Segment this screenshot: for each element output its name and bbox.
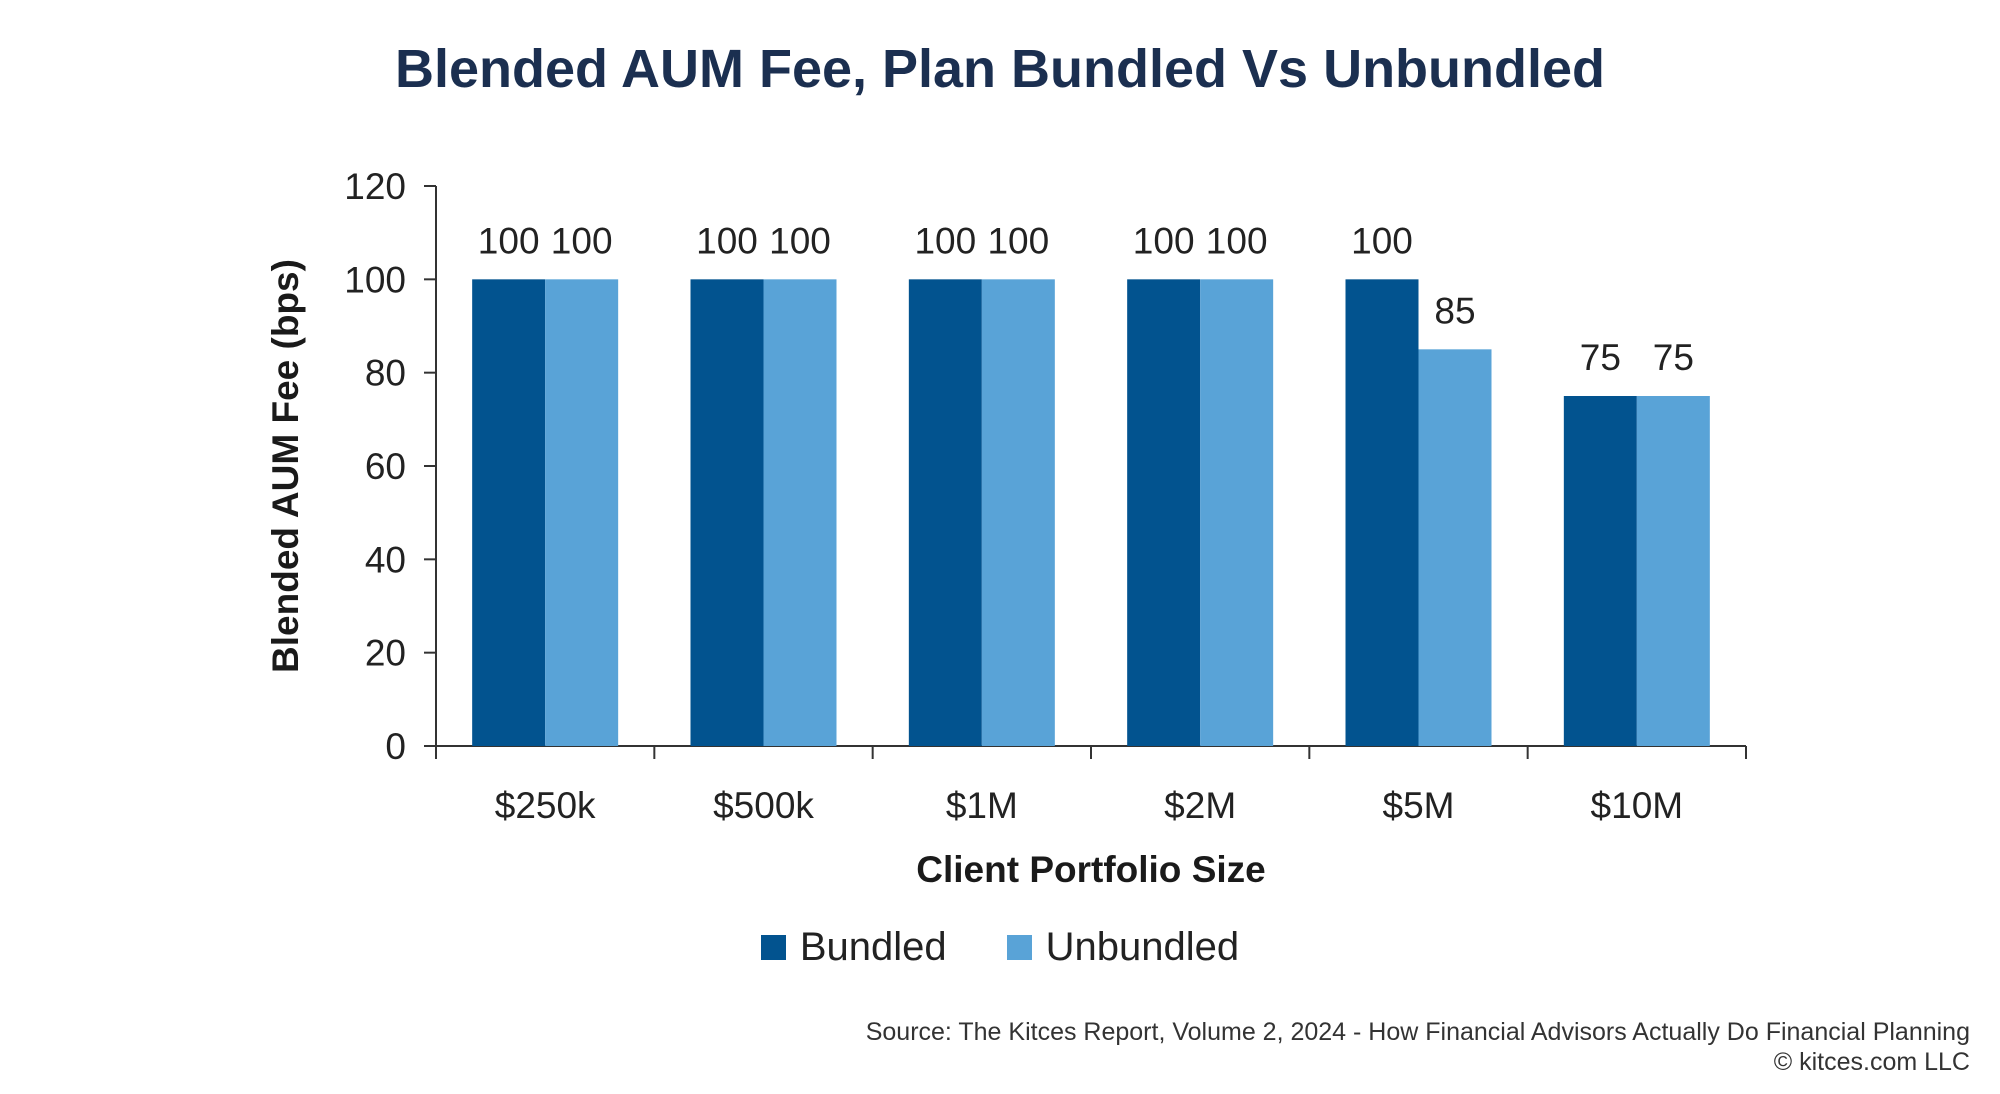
bar-unbundled: [981, 279, 1055, 746]
bar-unbundled: [763, 279, 837, 746]
bar-unbundled: [1200, 279, 1274, 746]
data-label: 75: [1653, 337, 1694, 378]
copyright-text: © kitces.com LLC: [1773, 1048, 1970, 1076]
data-label: 100: [914, 220, 976, 261]
x-tick-label: $10M: [1591, 785, 1684, 826]
x-tick-label: $500k: [713, 785, 814, 826]
y-tick-label: 120: [344, 166, 406, 207]
data-label: 100: [1133, 220, 1195, 261]
legend-item-bundled: Bundled: [760, 925, 947, 970]
bar-bundled: [472, 279, 546, 746]
bar-bundled: [1563, 396, 1637, 746]
legend: Bundled Unbundled: [0, 925, 2000, 970]
data-label: 100: [696, 220, 758, 261]
data-label: 75: [1580, 337, 1621, 378]
y-tick-label: 100: [344, 259, 406, 300]
y-tick-label: 80: [365, 353, 406, 394]
legend-swatch-bundled: [760, 935, 786, 960]
data-label: 85: [1434, 290, 1475, 331]
x-tick-label: $2M: [1164, 785, 1236, 826]
y-axis-title: Blended AUM Fee (bps): [265, 259, 306, 673]
bar-bundled: [908, 279, 982, 746]
data-label: 100: [1206, 220, 1268, 261]
bar-unbundled: [1418, 349, 1492, 746]
data-label: 100: [478, 220, 540, 261]
bar-bundled: [690, 279, 764, 746]
bar-unbundled: [545, 279, 619, 746]
y-tick-label: 0: [385, 726, 406, 767]
y-tick-label: 40: [365, 539, 406, 580]
x-tick-label: $5M: [1383, 785, 1455, 826]
data-label: 100: [769, 220, 831, 261]
data-label: 100: [987, 220, 1049, 261]
data-label: 100: [1351, 220, 1413, 261]
source-text: Source: The Kitces Report, Volume 2, 202…: [865, 1018, 1970, 1046]
y-tick-label: 60: [365, 446, 406, 487]
legend-label: Unbundled: [1045, 925, 1240, 969]
x-tick-label: $1M: [946, 785, 1018, 826]
bar-bundled: [1127, 279, 1201, 746]
bar-unbundled: [1636, 396, 1710, 746]
chart-title: Blended AUM Fee, Plan Bundled Vs Unbundl…: [394, 39, 1606, 99]
x-axis-title: Client Portfolio Size: [916, 849, 1265, 890]
legend-swatch-unbundled: [1006, 935, 1032, 960]
legend-item-unbundled: Unbundled: [1006, 925, 1240, 970]
legend-label: Bundled: [799, 925, 947, 969]
source-note: Source: The Kitces Report, Volume 2, 202…: [866, 1017, 1970, 1077]
x-tick-label: $250k: [495, 785, 596, 826]
data-label: 100: [551, 220, 613, 261]
bar-bundled: [1345, 279, 1419, 746]
y-tick-label: 20: [365, 633, 406, 674]
